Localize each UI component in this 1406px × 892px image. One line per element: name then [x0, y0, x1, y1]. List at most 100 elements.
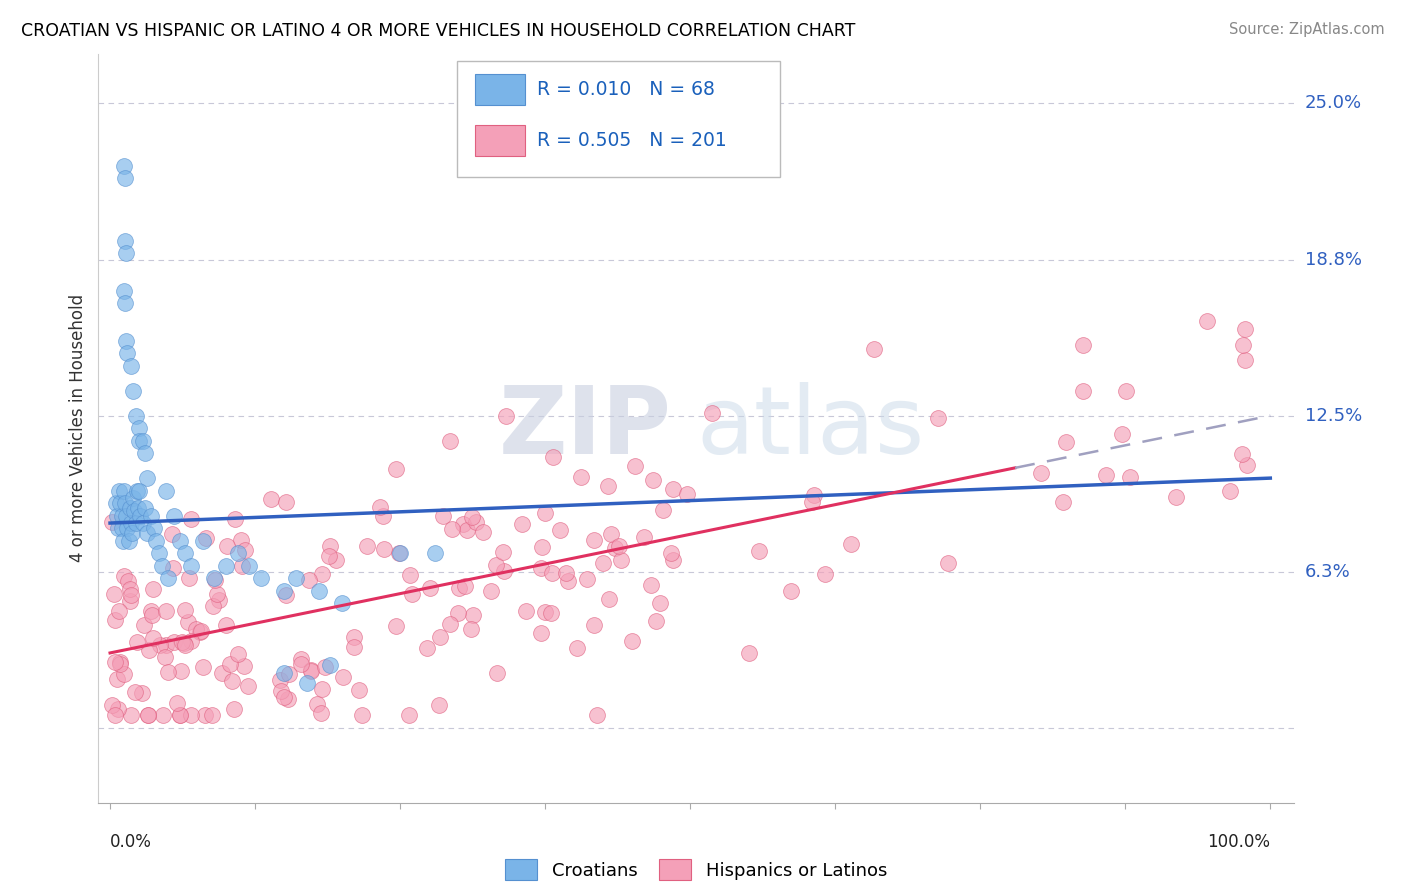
Point: [128, 483, 150, 498]
Point: [224, 512, 246, 526]
Point: [659, 546, 682, 560]
Point: [141, 603, 163, 617]
Point: [101, 516, 124, 530]
Point: [112, 284, 135, 298]
Point: [620, 634, 643, 648]
Point: [169, 533, 191, 548]
Point: [120, 708, 142, 723]
Point: [124, 685, 146, 699]
Point: [114, 666, 136, 681]
Point: [108, 483, 131, 498]
Point: [201, 708, 224, 723]
Point: [510, 517, 533, 532]
Point: [131, 516, 153, 530]
Point: [373, 509, 395, 524]
Point: [156, 665, 179, 680]
Point: [236, 679, 259, 693]
Point: [449, 581, 471, 595]
Point: [1054, 434, 1077, 449]
Point: [650, 596, 672, 610]
Point: [661, 553, 683, 567]
Legend: Croatians, Hispanics or Latinos: Croatians, Hispanics or Latinos: [505, 859, 887, 880]
Text: 12.5%: 12.5%: [1305, 407, 1362, 425]
Point: [565, 641, 588, 656]
Point: [201, 599, 224, 613]
Point: [1073, 337, 1095, 351]
Point: [221, 674, 243, 689]
Point: [290, 657, 312, 671]
Point: [640, 578, 662, 592]
Point: [180, 558, 202, 573]
Point: [540, 607, 562, 621]
Point: [1164, 490, 1187, 504]
Point: [1052, 495, 1074, 509]
Point: [260, 492, 283, 507]
Point: [104, 613, 127, 627]
Point: [170, 635, 193, 649]
Text: R = 0.010   N = 68: R = 0.010 N = 68: [537, 80, 714, 99]
Point: [104, 496, 127, 510]
Point: [332, 670, 354, 684]
Point: [389, 546, 412, 560]
Point: [276, 588, 298, 602]
Point: [131, 686, 153, 700]
Point: [211, 666, 233, 681]
Point: [485, 558, 508, 573]
Point: [166, 697, 188, 711]
Text: 25.0%: 25.0%: [1305, 95, 1362, 112]
Point: [492, 564, 515, 578]
Point: [803, 488, 825, 502]
Point: [598, 479, 620, 493]
Point: [439, 617, 461, 632]
Point: [1219, 484, 1241, 499]
Point: [325, 553, 347, 567]
Point: [149, 638, 172, 652]
Point: [157, 571, 180, 585]
Point: [174, 546, 197, 560]
Point: [540, 566, 562, 580]
Point: [1197, 314, 1219, 328]
Point: [633, 530, 655, 544]
Point: [150, 558, 173, 573]
Point: [419, 581, 441, 595]
Point: [104, 708, 127, 723]
Point: [142, 631, 165, 645]
Point: [153, 650, 176, 665]
Point: [273, 583, 295, 598]
Point: [104, 655, 127, 669]
Point: [121, 526, 143, 541]
Point: [1232, 338, 1254, 352]
Text: ZIP: ZIP: [499, 382, 672, 475]
Point: [277, 692, 299, 706]
Point: [107, 521, 129, 535]
Point: [114, 296, 136, 310]
Point: [188, 624, 211, 639]
Point: [307, 697, 329, 711]
Point: [204, 573, 226, 587]
Point: [399, 567, 422, 582]
Point: [208, 593, 231, 607]
Point: [108, 655, 131, 669]
Point: [299, 663, 322, 677]
Point: [738, 646, 761, 660]
Point: [530, 561, 553, 575]
FancyBboxPatch shape: [475, 74, 524, 105]
Point: [461, 509, 484, 524]
Point: [592, 556, 614, 570]
Text: atlas: atlas: [696, 382, 924, 475]
Point: [1233, 322, 1256, 336]
Point: [143, 521, 166, 535]
Point: [432, 508, 454, 523]
Point: [319, 658, 342, 673]
Point: [610, 552, 633, 566]
Point: [356, 540, 378, 554]
Point: [1029, 466, 1052, 480]
Point: [136, 708, 159, 723]
Point: [180, 708, 202, 723]
Point: [441, 522, 464, 536]
Point: [675, 487, 697, 501]
Point: [319, 540, 342, 554]
Point: [191, 659, 214, 673]
Point: [120, 594, 142, 608]
Point: [454, 579, 477, 593]
